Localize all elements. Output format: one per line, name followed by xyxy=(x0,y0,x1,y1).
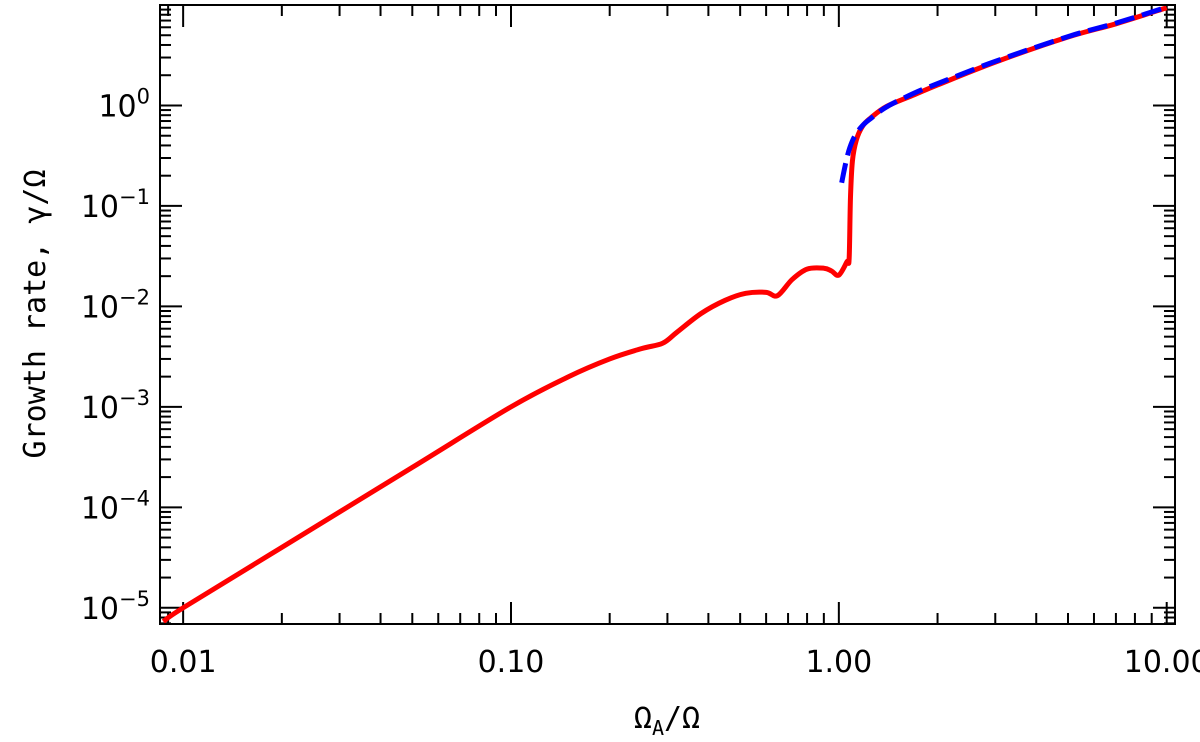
solid-series-line xyxy=(161,5,1168,624)
x-axis-title-rest: /Ω xyxy=(664,701,700,736)
y-tick-label: 10−1 xyxy=(81,185,150,225)
dashed-series-line xyxy=(839,5,1168,184)
y-axis-title: Growth rate, γ/Ω xyxy=(18,170,53,459)
axis-ticks xyxy=(160,4,1175,625)
y-tick-exponent: −4 xyxy=(119,486,150,510)
x-tick-label: 0.10 xyxy=(478,645,545,680)
x-tick-label: 10.00 xyxy=(1124,645,1200,680)
y-tick-base: 10 xyxy=(81,290,119,325)
y-tick-exponent: −1 xyxy=(119,185,150,209)
x-axis-title: ΩA/Ω xyxy=(634,701,700,740)
y-tick-label: 10−5 xyxy=(81,587,150,627)
series-layer xyxy=(161,5,1168,624)
x-tick-label: 0.01 xyxy=(150,645,217,680)
y-tick-base: 10 xyxy=(81,190,119,225)
plot-frame xyxy=(159,4,1176,625)
y-tick-base: 10 xyxy=(81,592,119,627)
y-tick-label: 10−2 xyxy=(81,285,150,325)
y-tick-exponent: −2 xyxy=(119,285,150,309)
y-tick-label: 10−3 xyxy=(81,386,150,426)
y-tick-label: 100 xyxy=(98,84,150,124)
y-tick-exponent: 0 xyxy=(137,84,150,108)
y-tick-base: 10 xyxy=(81,491,119,526)
y-tick-base: 10 xyxy=(81,391,119,426)
x-axis-title-main: Ω xyxy=(634,701,652,736)
y-tick-label: 10−4 xyxy=(81,486,150,526)
y-tick-exponent: −5 xyxy=(119,587,150,611)
x-axis-title-sub: A xyxy=(652,716,664,740)
x-tick-label: 1.00 xyxy=(805,645,872,680)
y-tick-base: 10 xyxy=(98,89,136,124)
y-tick-exponent: −3 xyxy=(119,386,150,410)
